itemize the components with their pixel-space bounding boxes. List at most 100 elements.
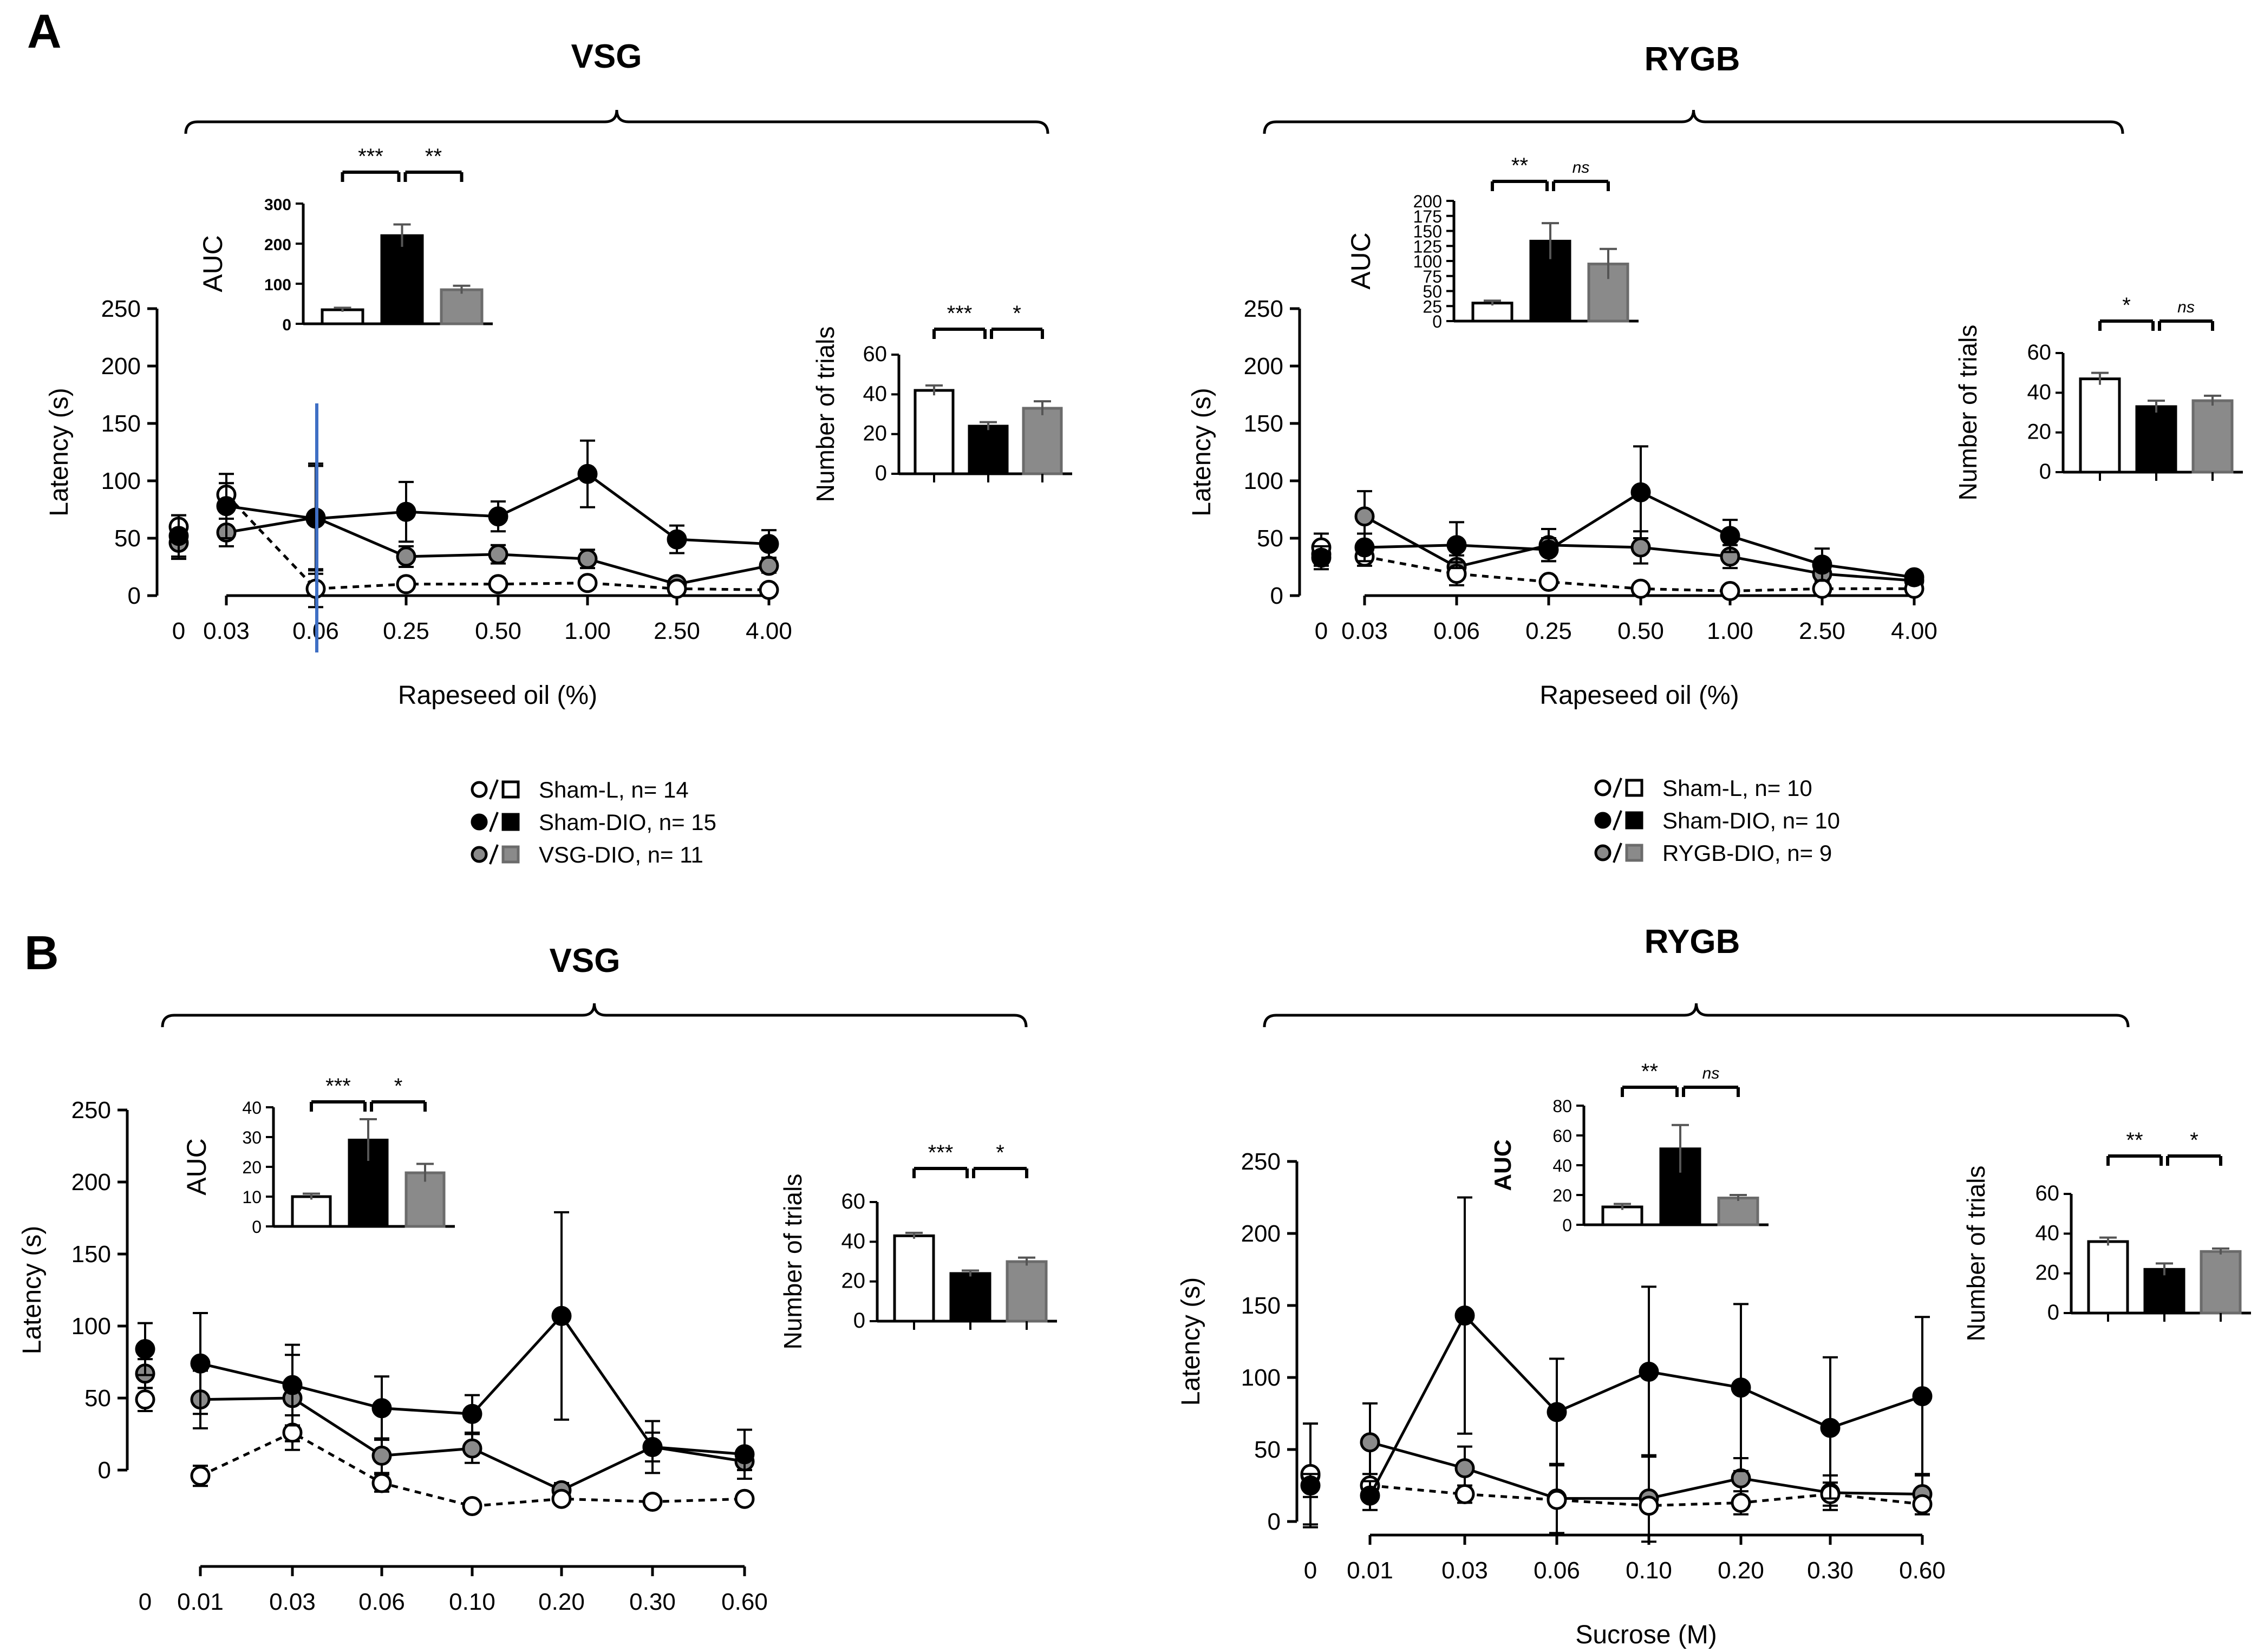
x-tick-label: 0.03 — [1341, 618, 1388, 644]
y-tick-label: 50 — [114, 525, 141, 552]
trials-sig-label: *** — [928, 1141, 954, 1165]
group-title: VSG — [571, 38, 642, 75]
data-point-sham-l — [1538, 572, 1559, 592]
data-point-sham-l — [642, 1492, 663, 1512]
series-line-sham-dio — [1368, 1313, 1923, 1497]
auc-tick-label: 25 — [1423, 297, 1442, 316]
x-tick-label: 0.25 — [383, 618, 429, 644]
trials-sig-label: * — [1013, 302, 1021, 325]
legend-label: Sham-L, n= 10 — [1662, 775, 1812, 801]
data-point-sham-l — [1630, 578, 1651, 599]
data-point-sham-l — [1454, 1484, 1475, 1504]
auc-sig-label: ns — [1573, 159, 1590, 177]
auc-bar — [440, 288, 484, 325]
trials-sig-label: ns — [2177, 298, 2195, 316]
auc-sig-label: ** — [1641, 1060, 1658, 1083]
x-tick-label: 0.50 — [1617, 618, 1664, 644]
auc-tick-label: 30 — [242, 1128, 262, 1147]
y-tick-label: 200 — [1244, 353, 1283, 380]
group-brace — [1263, 109, 2124, 134]
y-tick-label: 50 — [1257, 525, 1283, 552]
data-point-sham-dio — [1547, 1402, 1567, 1422]
x-tick-label: 0 — [1315, 618, 1328, 644]
auc-bar — [1717, 1197, 1759, 1226]
data-point-vsg-dio — [488, 544, 508, 565]
data-point-sham-dio — [667, 529, 687, 550]
auc-tick-label: 200 — [1413, 192, 1442, 211]
trials-bar — [1006, 1260, 1048, 1323]
data-point-sham-dio — [1311, 547, 1332, 568]
trials-bar — [968, 425, 1009, 475]
y-tick-label: 50 — [1254, 1436, 1281, 1463]
data-point-sham-l — [190, 1466, 211, 1486]
auc-tick-label: 0 — [252, 1217, 262, 1237]
trials-bar — [2079, 377, 2121, 474]
panel-label-a: A — [27, 4, 62, 58]
data-point-sham-l — [577, 573, 598, 593]
trials-y-label: Number of trials — [1954, 325, 1982, 501]
y-tick-label: 250 — [1244, 296, 1283, 322]
legend-marker-circle — [1594, 779, 1611, 796]
data-point-sham-dio — [1300, 1475, 1321, 1496]
legend-slash — [1613, 810, 1622, 831]
trials-sig-label: * — [2122, 293, 2131, 317]
data-point-vsg-dio — [396, 546, 416, 567]
data-point-sham-dio — [1820, 1418, 1841, 1438]
x-tick-label: 0.01 — [1347, 1557, 1393, 1584]
y-tick-label: 100 — [1241, 1364, 1281, 1391]
data-point-vsg-dio — [371, 1445, 392, 1466]
x-tick-label: 1.00 — [564, 618, 611, 644]
x-tick-label: 4.00 — [746, 618, 792, 644]
data-point-sham-dio — [396, 501, 416, 522]
auc-tick-label: 0 — [1432, 312, 1442, 331]
data-point-sham-dio — [190, 1353, 211, 1374]
auc-tick-label: 40 — [242, 1098, 262, 1118]
auc-tick-label: 0 — [282, 316, 291, 334]
y-axis-label: Latency (s) — [45, 388, 74, 516]
y-tick-label: 150 — [71, 1241, 111, 1268]
data-point-rygb-dio — [1454, 1458, 1475, 1479]
trials-tick-label: 40 — [863, 382, 888, 406]
trials-bar — [2143, 1268, 2185, 1315]
legend-marker-square — [1625, 811, 1643, 830]
y-tick-label: 100 — [71, 1313, 111, 1340]
data-point-sham-dio — [1630, 482, 1651, 502]
auc-tick-label: 200 — [264, 236, 291, 254]
auc-bar — [291, 1195, 332, 1228]
x-tick-label: 0.10 — [1626, 1557, 1672, 1584]
trials-y-label: Number of trials — [811, 327, 839, 502]
trials-tick-label: 20 — [2027, 420, 2052, 444]
trials-tick-label: 60 — [841, 1190, 866, 1213]
y-tick-label: 150 — [101, 410, 141, 437]
trials-bar — [1022, 407, 1063, 475]
y-axis-label: Latency (s) — [18, 1226, 47, 1354]
x-tick-label: 0 — [139, 1589, 152, 1615]
x-axis-label: Rapeseed oil (%) — [398, 681, 597, 710]
auc-y-label: AUC — [198, 235, 228, 292]
trials-bar — [949, 1272, 991, 1323]
data-point-sham-dio — [1354, 537, 1375, 558]
y-tick-label: 250 — [1241, 1148, 1281, 1175]
data-point-sham-dio — [1538, 539, 1559, 560]
data-point-sham-l — [371, 1473, 392, 1493]
legend-slash — [1613, 778, 1622, 798]
data-point-vsg-dio — [462, 1438, 482, 1459]
group-title: RYGB — [1645, 923, 1740, 961]
data-point-sham-l — [551, 1488, 572, 1509]
x-tick-label: 0.03 — [1441, 1557, 1488, 1584]
data-point-sham-dio — [1720, 526, 1740, 546]
x-tick-label: 0.06 — [358, 1589, 405, 1615]
trials-tick-label: 40 — [841, 1229, 866, 1253]
auc-tick-label: 20 — [242, 1158, 262, 1177]
data-point-sham-l — [759, 579, 779, 600]
x-tick-label: 1.00 — [1707, 618, 1753, 644]
data-point-sham-l — [282, 1422, 303, 1443]
auc-tick-label: 100 — [264, 276, 291, 294]
legend-label: VSG-DIO, n= 11 — [539, 842, 703, 867]
trials-tick-label: 40 — [2027, 380, 2052, 404]
y-axis-label: Latency (s) — [1177, 1277, 1205, 1406]
data-point-sham-dio — [577, 463, 598, 484]
data-point-sham-dio — [734, 1444, 755, 1465]
trials-tick-label: 0 — [2039, 460, 2051, 484]
auc-tick-label: 175 — [1413, 207, 1442, 226]
